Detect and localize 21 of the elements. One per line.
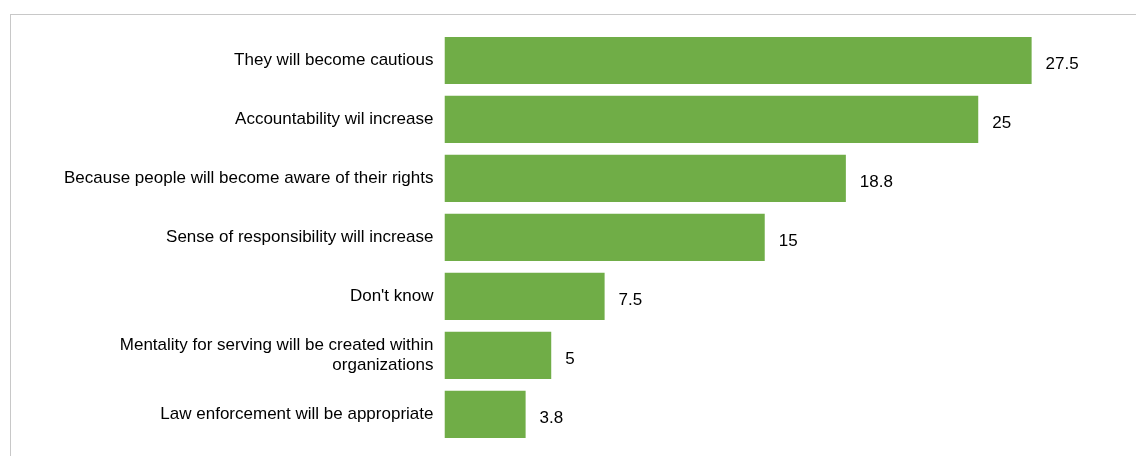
y-tick-label: Because people will become aware of their rights (63, 168, 434, 188)
bar (444, 36, 1032, 85)
bar (444, 390, 526, 438)
bar (444, 154, 846, 203)
data-label: 18.8 (859, 172, 893, 192)
data-label: 25 (992, 113, 1012, 133)
y-tick-label: They will become cautious (234, 50, 434, 70)
data-label: 7.5 (618, 290, 643, 310)
y-tick-label: Accountability wil increase (235, 109, 434, 129)
data-label: 3.8 (539, 408, 564, 427)
y-tick-label: Don't know (349, 286, 435, 306)
data-label: 27.5 (1045, 54, 1079, 74)
y-tick-label: Sense of responsibility will increase (166, 227, 434, 247)
data-label: 15 (778, 231, 798, 251)
data-label: 5 (565, 349, 575, 369)
bar (444, 213, 765, 261)
bar (444, 272, 605, 320)
bar (444, 95, 979, 144)
y-tick-label: Mentality for serving will be created within organizations (119, 334, 434, 375)
y-tick-label: Law enforcement will be appropriate (160, 404, 434, 423)
bar (444, 331, 552, 379)
